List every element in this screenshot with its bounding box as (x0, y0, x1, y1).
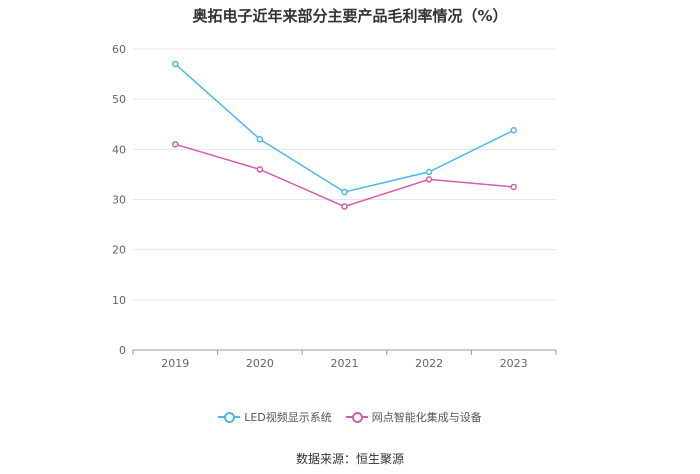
data-point (425, 168, 433, 176)
legend-item-branch[interactable]: 网点智能化集成与设备 (345, 409, 482, 425)
x-tick-label: 2022 (415, 357, 443, 370)
axes: 0 10 20 30 40 50 60 2019 2020 2021 2022 2023 (112, 43, 557, 370)
data-source: 数据来源：恒生聚源 (295, 452, 404, 466)
data-point (256, 166, 264, 173)
data-point (341, 203, 348, 210)
data-point (510, 183, 517, 191)
x-tick-label: 2023 (500, 357, 528, 370)
data-point (341, 188, 348, 196)
data-point (425, 176, 433, 183)
data-point (510, 127, 517, 134)
series-line (175, 143, 514, 208)
data-point (256, 136, 264, 143)
legend-swatch-branch (345, 411, 368, 423)
y-tick-label: 0 (119, 344, 126, 357)
legend-label-branch: 网点智能化集成与设备 (371, 411, 482, 424)
legend: LED视频显示系统 网点智能化集成与设备 (0, 409, 700, 425)
legend-label-led: LED视频显示系统 (244, 411, 332, 424)
data-point (172, 60, 179, 68)
x-tick-label: 2020 (246, 357, 274, 370)
series-line (174, 63, 515, 193)
y-tick-label: 20 (112, 244, 126, 257)
y-tick-label: 50 (112, 93, 126, 106)
y-tick-label: 30 (112, 194, 126, 207)
y-tick-label: 40 (112, 143, 126, 156)
x-tick-label: 2021 (331, 357, 359, 370)
legend-swatch-led (218, 411, 241, 423)
series-lines (172, 60, 517, 210)
legend-item-led[interactable]: LED视频显示系统 (218, 409, 332, 425)
y-tick-label: 10 (112, 294, 126, 307)
chart-title: 奥拓电子近年来部分主要产品毛利率情况（%） (192, 7, 508, 25)
data-point (172, 141, 179, 148)
x-tick-label: 2019 (161, 357, 189, 370)
y-tick-label: 60 (112, 43, 126, 56)
grid-lines (133, 48, 556, 301)
